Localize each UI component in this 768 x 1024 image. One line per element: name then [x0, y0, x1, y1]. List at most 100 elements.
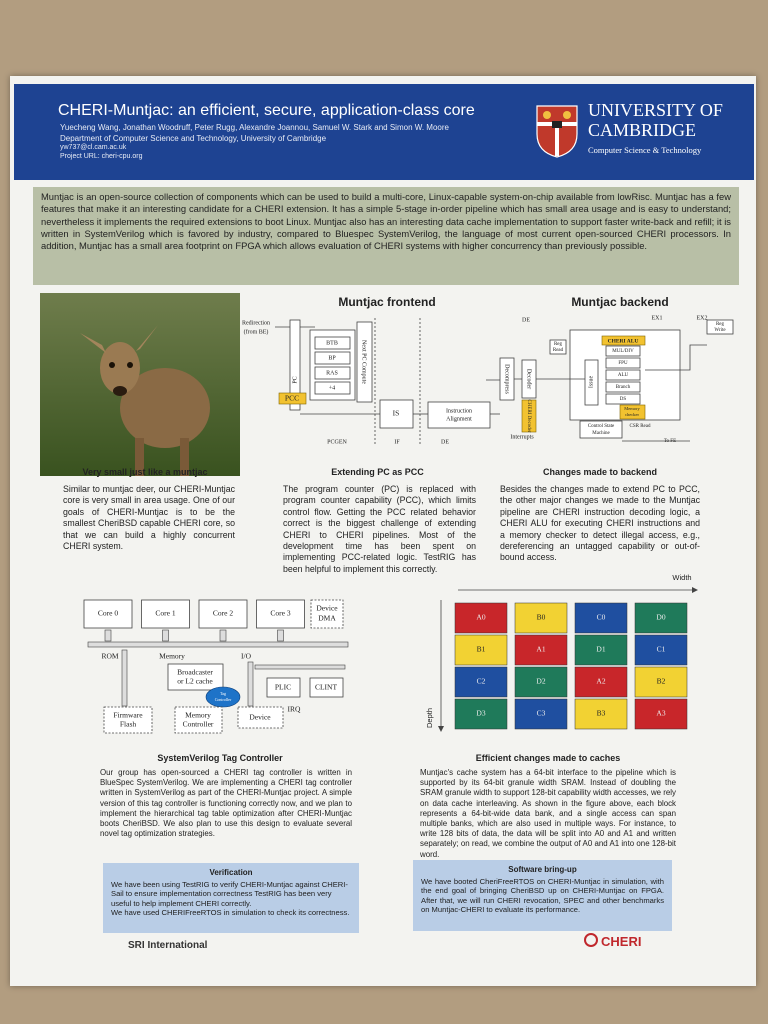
label: Issue	[588, 376, 594, 389]
label: Instruction	[446, 408, 472, 414]
cheri-alu-box	[601, 335, 646, 346]
bank-label: D3	[476, 709, 485, 718]
cache-bank	[514, 634, 568, 666]
cheri-decoder-box	[521, 399, 537, 433]
next-pc-box	[356, 321, 373, 403]
core-link	[162, 629, 169, 642]
label: Controller	[215, 697, 232, 702]
label-line: CHERI	[526, 399, 531, 414]
label-line: Decoder	[526, 416, 531, 433]
department: Computer Science & Technology	[588, 145, 702, 155]
memory-checker-box	[619, 404, 646, 420]
label: CHERI Decoder	[526, 399, 531, 433]
plic-box	[266, 677, 301, 698]
label: PLIC	[275, 683, 291, 692]
label: FPU	[618, 361, 628, 366]
bus	[247, 661, 254, 707]
section-body: Similar to muntjac deer, our CHERI-Muntj…	[63, 484, 235, 552]
diagram-title: Muntjac backend	[571, 295, 668, 309]
verification-box: Verification We have been using TestRIG …	[103, 863, 359, 933]
cache-bank	[574, 602, 628, 634]
poster-header	[14, 84, 754, 180]
label: Flash	[120, 720, 137, 729]
core-link	[104, 629, 112, 642]
label: RAS	[326, 370, 338, 376]
cheri-icon	[584, 933, 598, 947]
cache-bank	[514, 602, 568, 634]
label: Memory	[624, 406, 640, 411]
label: Redirection	[242, 320, 270, 326]
bank-label: C1	[657, 645, 666, 654]
cache-bank	[634, 602, 688, 634]
label: Core 2	[213, 609, 233, 618]
axis-label: Depth	[425, 708, 434, 728]
mem-ctrl-box	[174, 706, 223, 734]
cache-grid: A0 B1 C2 D3 B0 A1 D2 C3 C0 D1 A2 B3 D0 C1 B2 A3	[454, 602, 688, 730]
core-box	[141, 599, 190, 629]
label: Decoder	[526, 369, 532, 389]
label: or L2 cache	[177, 677, 213, 686]
cache-bank	[514, 666, 568, 698]
bank-label: A1	[536, 645, 545, 654]
section-heading: Changes made to backend	[542, 467, 658, 477]
csm-box	[579, 420, 623, 439]
arrow-head	[692, 587, 698, 593]
broadcaster-box	[167, 663, 224, 691]
reg-write-box	[706, 319, 734, 335]
bank-label: C0	[597, 613, 606, 622]
unit-group: MUL/DIV FPU ALU Branch DS	[605, 345, 641, 405]
bank-label: C2	[477, 677, 486, 686]
label: BTB	[326, 340, 338, 346]
label: DS	[620, 397, 627, 402]
unit-box	[605, 357, 641, 369]
label: Tag	[220, 691, 226, 696]
issue-box	[584, 359, 599, 406]
label: Reg	[554, 342, 563, 347]
bank-label: B1	[477, 645, 486, 654]
core-box	[198, 599, 248, 629]
section-heading: SystemVerilog Tag Controller	[157, 753, 283, 763]
label: PCGEN	[327, 439, 347, 445]
poster-title: CHERI-Muntjac: an efficient, secure, app…	[58, 102, 475, 119]
university-line: UNIVERSITY OF	[588, 100, 723, 120]
box-text: We have booted CheriFreeRTOS on CHERI-Mu…	[421, 877, 664, 915]
label: Alignment	[446, 416, 472, 422]
crest	[536, 105, 578, 158]
box-text: We have used CHERIFreeRTOS in simulation…	[111, 908, 350, 918]
bus	[254, 664, 346, 670]
section-heading: Very small just like a muntjac	[82, 467, 208, 477]
bank-label: D2	[536, 677, 545, 686]
core-box	[83, 599, 133, 629]
device-box	[237, 706, 284, 729]
label: Read	[553, 348, 564, 353]
bank-label: D0	[656, 613, 665, 622]
core-link	[277, 629, 284, 642]
label: IRQ	[288, 705, 302, 714]
label: checker	[625, 412, 639, 417]
box-heading: Verification	[209, 868, 253, 877]
label: BP	[328, 355, 336, 361]
label: Branch	[616, 385, 631, 390]
software-box: Software bring-up We have booted CheriFr…	[413, 860, 672, 931]
project-url: Project URL: cheri-cpu.org	[60, 153, 143, 160]
bank-label: C3	[537, 709, 546, 718]
label: Memory	[159, 652, 185, 661]
cache-bank	[454, 698, 508, 730]
bank-label: B0	[537, 613, 546, 622]
label: EX1	[652, 315, 663, 321]
cache-bank	[634, 666, 688, 698]
label: ROM	[101, 652, 118, 661]
label: Firmware	[113, 711, 143, 720]
label: Controller	[183, 720, 214, 729]
label: Memory	[185, 711, 211, 720]
authors: Yuecheng Wang, Jonathan Woodruff, Peter …	[60, 123, 449, 132]
label: CHERI ALU	[608, 338, 639, 344]
label: Write	[714, 328, 726, 333]
align-box	[427, 401, 491, 429]
unit-box	[605, 369, 641, 381]
cheri-logo: CHERI	[584, 933, 641, 949]
label: Machine	[592, 431, 610, 436]
